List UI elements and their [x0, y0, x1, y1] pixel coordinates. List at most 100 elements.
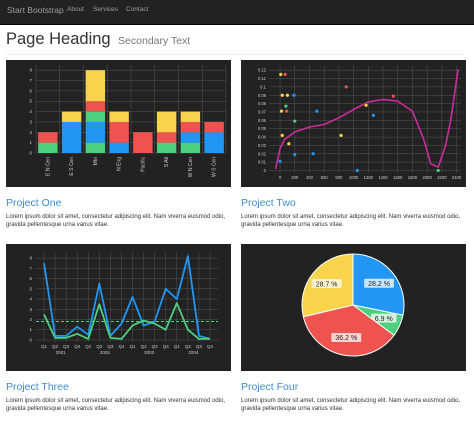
stacked-bar-chart: 0 1 2 3 4 5 6 7 8 E N Cen E S Cen Mtn N Eng Pacific S … — [29, 65, 227, 178]
x-tick-label: Q1 — [174, 344, 181, 349]
x-tick-label: Pacific — [140, 157, 146, 172]
y-tick-label: 0.05 — [258, 126, 267, 131]
project-one-text-line2: gravida pellentesque urna varius vitae. — [6, 222, 109, 228]
x-tick-label: W N Cen — [188, 157, 194, 178]
x-tick-label: Q1 — [85, 344, 92, 349]
scatter-chart: 0 0.01 0.02 0.03 0.04 0.05 0.06 0.07 0.08 0.09 0.1… — [258, 66, 462, 180]
slice-label: 36.2 % — [335, 335, 357, 342]
brand-link[interactable]: Start Bootstrap — [7, 5, 64, 15]
year-label: 2002 — [100, 350, 111, 355]
project-four-text-line1: Lorem ipsum dolor sit amet, consectetur … — [241, 398, 461, 404]
x-tick-label: 2400 — [452, 175, 462, 180]
slice-label: 6.9 % — [375, 316, 393, 323]
navbar: Start Bootstrap About Services Contact — [0, 0, 474, 25]
x-tick-label: 200 — [291, 175, 299, 180]
year-label: 2001 — [56, 350, 67, 355]
scatter-point — [364, 103, 368, 107]
project-four-text-line2: gravida pellentesque urna varius vitae. — [241, 406, 344, 412]
x-tick-label: W S Cen — [212, 157, 218, 177]
scatter-point — [283, 72, 287, 76]
y-tick-label: 0.06 — [258, 118, 267, 123]
project-one-description: Lorem ipsum dolor sit amet, consectetur … — [6, 213, 231, 229]
bar-segment — [85, 142, 106, 153]
bar-segment — [61, 111, 82, 122]
x-tick-label: Mtn — [93, 157, 99, 166]
project-two-chart[interactable]: 0 0.01 0.02 0.03 0.04 0.05 0.06 0.07 0.08 0.09 0.1… — [241, 60, 466, 187]
x-tick-label: Q2 — [141, 344, 148, 349]
y-tick-label: 0.12 — [258, 68, 267, 73]
header-divider — [6, 54, 464, 55]
y-tick-label: 2 — [29, 317, 32, 322]
slice-label-bg — [364, 278, 394, 288]
project-three-title[interactable]: Project Three — [6, 381, 69, 393]
bar-segment — [38, 132, 58, 143]
y-tick-label: 3 — [29, 119, 32, 124]
bar-segment — [38, 142, 58, 153]
nav-link-services[interactable]: Services — [93, 6, 118, 13]
project-four-chart[interactable]: 28.2 % 6.9 % 36.2 % 28.7 % — [241, 244, 466, 371]
slice-label-bg — [331, 332, 362, 342]
bar-segment — [85, 70, 106, 102]
bar-segment — [133, 132, 153, 153]
scatter-point — [315, 109, 319, 113]
x-tick-label: Q1 — [41, 344, 48, 349]
x-tick-label: Q1 — [130, 344, 137, 349]
line-chart: 0 1 2 3 4 5 6 7 8 Q1 Q2 Q3 Q4 Q1 Q2 Q3 Q4 Q1 Q2 Q3 Q4 Q1 Q2 Q3 Q… — [29, 252, 218, 355]
scatter-point — [293, 153, 297, 157]
bar-segment — [109, 121, 129, 143]
scatter-point — [279, 109, 284, 113]
y-tick-label: 8 — [29, 256, 32, 261]
page-header: Page Heading Secondary Text — [6, 30, 190, 49]
y-tick-label: 4 — [29, 297, 32, 302]
scatter-point — [287, 142, 291, 146]
slice-label-bg — [311, 279, 342, 289]
nav-link-contact[interactable]: Contact — [126, 6, 149, 13]
year-label: 2004 — [188, 350, 199, 355]
y-tick-label: 0.01 — [258, 160, 267, 165]
project-one-title[interactable]: Project One — [6, 197, 62, 209]
slice-label: 28.7 % — [316, 281, 338, 288]
y-tick-label: 6 — [29, 88, 32, 93]
y-tick-label: 8 — [29, 68, 32, 73]
project-four-description: Lorem ipsum dolor sit amet, consectetur … — [241, 397, 466, 413]
x-tick-label: 1400 — [378, 175, 388, 180]
project-three-chart[interactable]: 0 1 2 3 4 5 6 7 8 Q1 Q2 Q3 Q4 Q1 Q2 Q3 Q4 Q1 Q2 Q3 Q4 Q1 Q2 Q3 Q… — [6, 244, 231, 371]
nav-link-about[interactable]: About — [67, 6, 84, 13]
bar-segment — [156, 111, 177, 133]
x-tick-label: 1800 — [408, 175, 418, 180]
x-tick-label: Q3 — [63, 344, 70, 349]
fit-curve — [274, 69, 459, 169]
y-tick-label: 0.08 — [258, 101, 267, 106]
project-four-title[interactable]: Project Four — [241, 381, 299, 393]
slice-label-bg — [371, 313, 397, 323]
y-tick-label: 0.02 — [258, 151, 267, 156]
x-tick-label: 1000 — [349, 175, 359, 180]
x-tick-label: Q3 — [107, 344, 114, 349]
x-tick-label: E N Cen — [45, 157, 51, 176]
y-tick-label: 0.11 — [258, 76, 267, 81]
project-three-text-line1: Lorem ipsum dolor sit amet, consectetur … — [6, 398, 226, 404]
y-tick-label: 5 — [29, 286, 32, 291]
bar-segment — [180, 111, 201, 122]
project-two-title[interactable]: Project Two — [241, 197, 296, 209]
x-tick-label: Q4 — [207, 344, 214, 349]
bar-segment — [109, 142, 129, 153]
x-tick-label: Q2 — [96, 344, 103, 349]
x-tick-label: 400 — [306, 175, 314, 180]
x-tick-label: Q4 — [74, 344, 81, 349]
x-tick-label: Q4 — [118, 344, 125, 349]
project-three-text-line2: gravida pellentesque urna varius vitae. — [6, 406, 109, 412]
x-tick-label: 0 — [279, 175, 282, 180]
project-two-description: Lorem ipsum dolor sit amet, consectetur … — [241, 213, 466, 229]
bar-segment — [156, 132, 177, 143]
y-tick-label: 1 — [29, 327, 32, 332]
x-tick-label: 1600 — [393, 175, 403, 180]
project-one-chart[interactable]: 0 1 2 3 4 5 6 7 8 E N Cen E S Cen Mtn N Eng Pacific S … — [6, 60, 231, 187]
scatter-point — [293, 119, 297, 123]
x-tick-label: Q3 — [196, 344, 203, 349]
y-tick-label: 0.07 — [258, 109, 267, 114]
bar-segment — [85, 121, 106, 143]
year-label: 2003 — [144, 350, 155, 355]
y-tick-label: 0 — [29, 151, 32, 156]
y-tick-label: 1 — [29, 140, 32, 145]
